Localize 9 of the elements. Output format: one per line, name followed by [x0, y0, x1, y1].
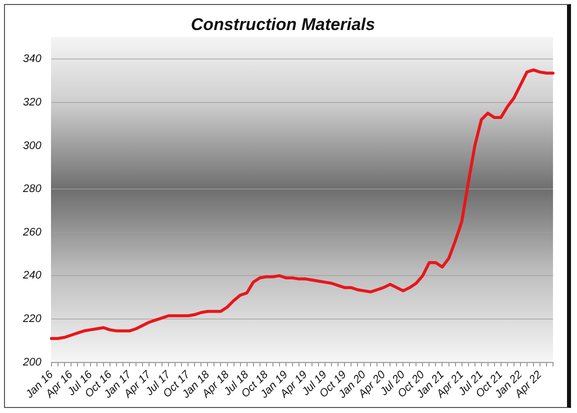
y-tick-label: 320	[22, 96, 42, 108]
y-tick-label: 200	[22, 356, 42, 368]
chart-title: Construction Materials	[190, 14, 376, 34]
y-tick-label: 280	[22, 183, 42, 196]
y-tick-label: 340	[22, 53, 42, 66]
y-tick-label: 300	[22, 140, 42, 152]
y-tick-label: 260	[22, 226, 42, 238]
y-tick-label: 240	[22, 270, 42, 282]
y-tick-label: 220	[22, 313, 42, 326]
